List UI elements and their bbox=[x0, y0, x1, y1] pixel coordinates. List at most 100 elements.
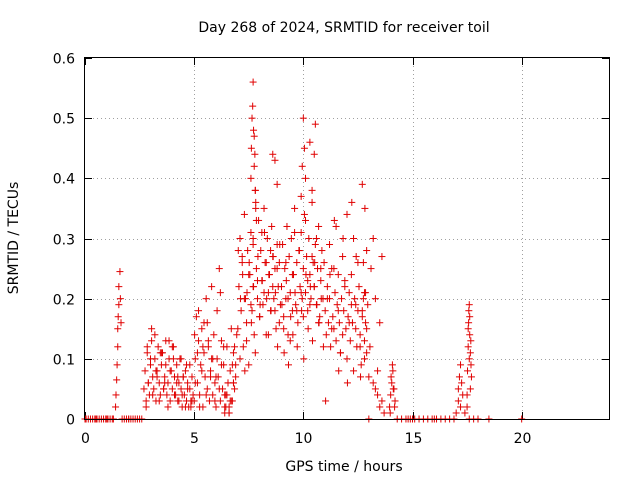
data-point bbox=[188, 373, 196, 381]
data-point bbox=[307, 295, 315, 303]
data-point bbox=[171, 391, 179, 399]
data-point bbox=[326, 271, 334, 279]
data-point bbox=[199, 343, 207, 351]
data-point bbox=[308, 186, 316, 194]
data-point bbox=[161, 379, 169, 387]
data-point bbox=[260, 204, 268, 212]
data-point bbox=[331, 289, 339, 297]
data-point bbox=[190, 397, 198, 405]
data-point bbox=[250, 331, 258, 339]
data-point bbox=[275, 319, 283, 327]
data-point bbox=[304, 307, 312, 315]
data-point bbox=[279, 241, 287, 249]
data-point bbox=[466, 313, 474, 321]
data-point bbox=[327, 343, 335, 351]
data-point bbox=[317, 295, 325, 303]
data-point bbox=[209, 391, 217, 399]
data-point bbox=[378, 397, 386, 405]
data-point bbox=[248, 307, 256, 315]
data-point bbox=[212, 403, 220, 411]
data-point bbox=[202, 391, 210, 399]
data-point bbox=[467, 337, 475, 345]
y-tick-label: 0.1 bbox=[53, 353, 75, 369]
data-point bbox=[262, 259, 270, 267]
data-point bbox=[163, 391, 171, 399]
data-point bbox=[300, 210, 308, 218]
data-point bbox=[317, 277, 325, 285]
data-point bbox=[300, 144, 308, 152]
data-point bbox=[321, 307, 329, 315]
data-point bbox=[248, 114, 256, 122]
data-point bbox=[114, 313, 122, 321]
data-point bbox=[348, 198, 356, 206]
data-point bbox=[173, 361, 181, 369]
data-point bbox=[238, 253, 246, 261]
data-point bbox=[184, 379, 192, 387]
data-point bbox=[297, 192, 305, 200]
data-point bbox=[362, 289, 370, 297]
data-point bbox=[465, 301, 473, 309]
data-point bbox=[464, 325, 472, 333]
data-point bbox=[380, 409, 388, 417]
data-point bbox=[233, 331, 241, 339]
data-point bbox=[391, 403, 399, 411]
data-point bbox=[465, 355, 473, 363]
data-point bbox=[251, 349, 259, 357]
data-point bbox=[324, 319, 332, 327]
data-point bbox=[114, 343, 122, 351]
data-point bbox=[452, 409, 460, 417]
data-point bbox=[323, 295, 331, 303]
data-point bbox=[252, 265, 260, 273]
data-point bbox=[212, 373, 220, 381]
data-point bbox=[302, 216, 310, 224]
data-point bbox=[245, 271, 253, 279]
data-point bbox=[289, 331, 297, 339]
data-point bbox=[336, 349, 344, 357]
data-point bbox=[142, 403, 150, 411]
data-point bbox=[251, 186, 259, 194]
data-point bbox=[272, 325, 280, 333]
data-point bbox=[323, 283, 331, 291]
data-point bbox=[344, 313, 352, 321]
data-point bbox=[197, 361, 205, 369]
data-point bbox=[247, 174, 255, 182]
data-point bbox=[352, 253, 360, 261]
x-tick-label: 5 bbox=[190, 431, 199, 447]
data-point bbox=[113, 376, 121, 384]
data-point bbox=[112, 391, 120, 399]
data-point bbox=[280, 349, 288, 357]
data-point bbox=[256, 313, 264, 321]
data-point bbox=[332, 222, 340, 230]
data-point bbox=[237, 307, 245, 315]
data-point bbox=[360, 355, 368, 363]
data-point bbox=[291, 204, 299, 212]
x-tick-label: 20 bbox=[514, 431, 532, 447]
data-point bbox=[311, 120, 319, 128]
data-point bbox=[144, 379, 152, 387]
data-point bbox=[265, 271, 273, 279]
data-point bbox=[388, 361, 396, 369]
data-point bbox=[298, 307, 306, 315]
data-point bbox=[169, 355, 177, 363]
data-point bbox=[376, 403, 384, 411]
data-point bbox=[287, 235, 295, 242]
data-point bbox=[217, 361, 225, 369]
data-point bbox=[464, 367, 472, 375]
data-point bbox=[112, 403, 120, 411]
data-point bbox=[298, 162, 306, 170]
data-point bbox=[308, 253, 316, 261]
data-point bbox=[306, 301, 314, 309]
data-point bbox=[296, 283, 304, 291]
data-point bbox=[249, 235, 257, 242]
data-point bbox=[250, 126, 258, 134]
data-point bbox=[357, 361, 365, 369]
data-point bbox=[343, 210, 351, 218]
data-point bbox=[114, 325, 122, 333]
data-point bbox=[240, 210, 248, 218]
data-point bbox=[271, 156, 279, 164]
data-point bbox=[196, 403, 204, 411]
data-point bbox=[376, 319, 384, 327]
data-point bbox=[311, 241, 319, 249]
data-point bbox=[275, 259, 283, 267]
